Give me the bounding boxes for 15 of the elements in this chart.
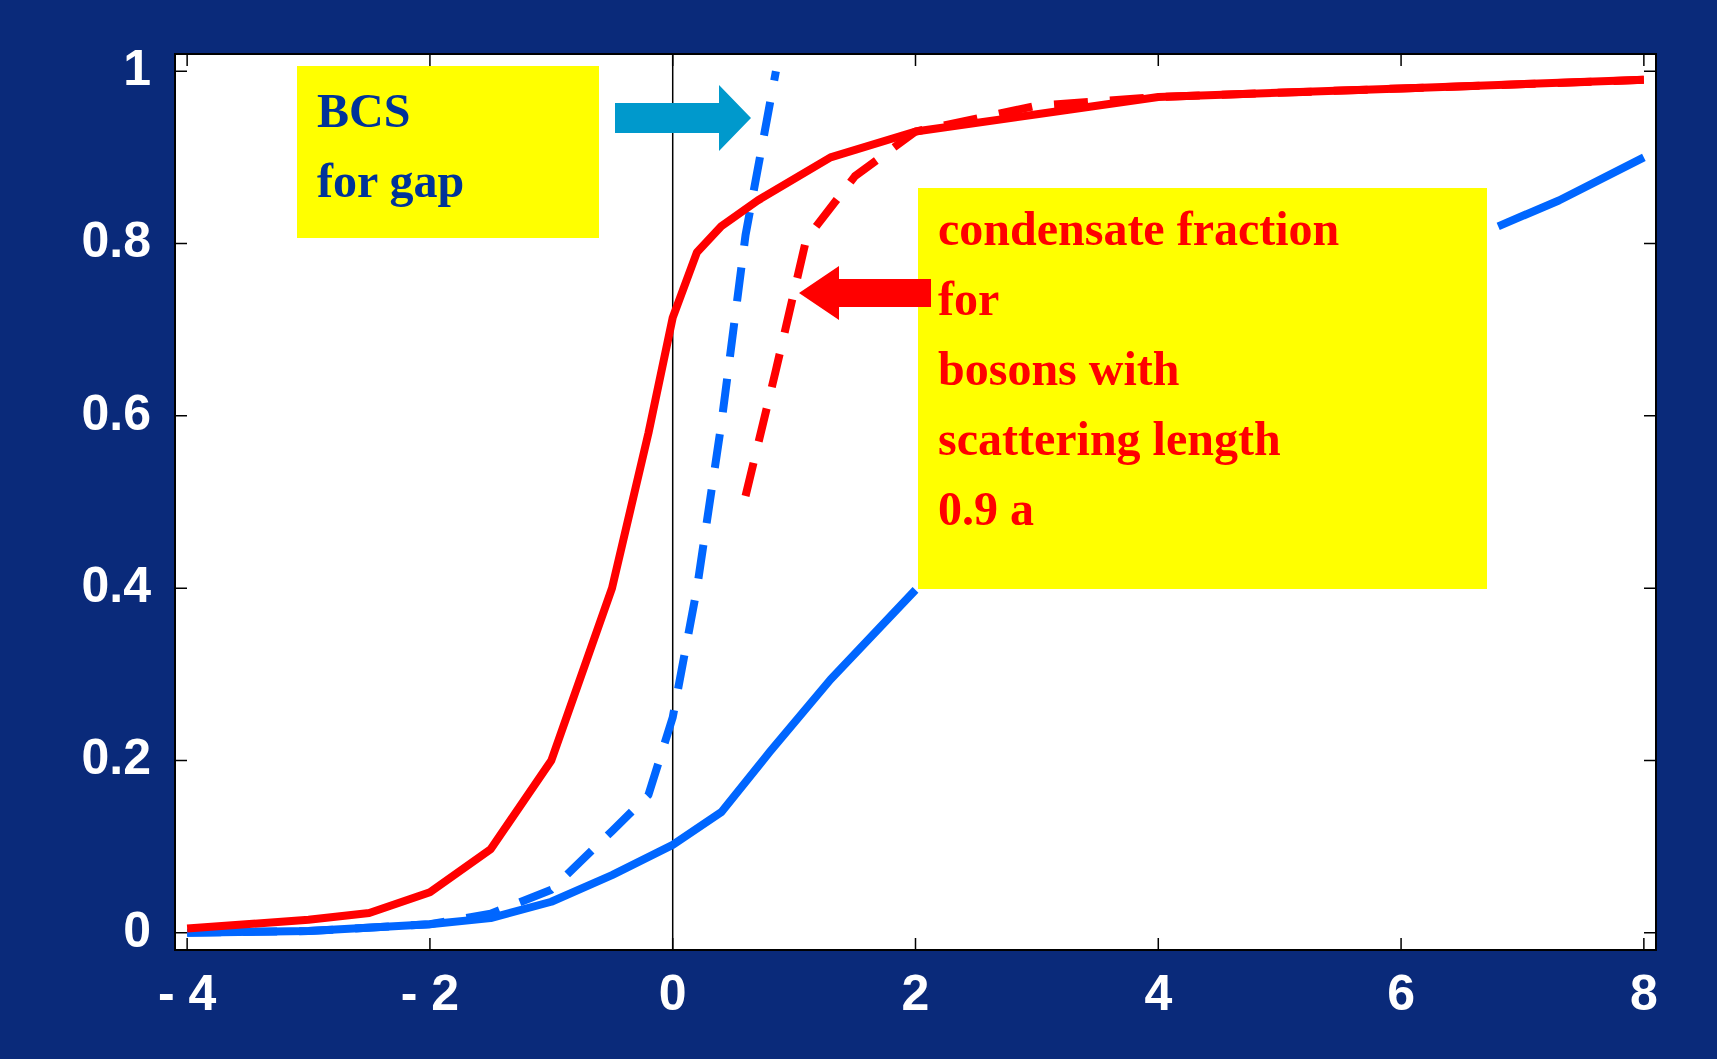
note-box: BCS for gap: [297, 66, 599, 238]
note-box: condensate fraction for bosons with scattering length 0.9 a: [918, 188, 1487, 589]
x-tick-label: - 4: [157, 964, 217, 1021]
x-tick-label: 0: [658, 964, 687, 1021]
x-tick-label: - 2: [400, 964, 460, 1021]
x-tick-label: 2: [901, 964, 930, 1021]
y-tick-label: 1: [123, 40, 151, 97]
y-tick-label: 0.4: [81, 556, 152, 613]
y-tick-label: 0.8: [81, 212, 151, 269]
x-tick-label: 6: [1387, 964, 1415, 1021]
x-tick-label: 8: [1629, 964, 1658, 1021]
y-tick-label: 0.6: [81, 384, 151, 441]
x-tick-label: 4: [1144, 964, 1173, 1021]
y-tick-label: 0: [123, 901, 151, 958]
y-tick-label: 0.2: [81, 729, 151, 786]
